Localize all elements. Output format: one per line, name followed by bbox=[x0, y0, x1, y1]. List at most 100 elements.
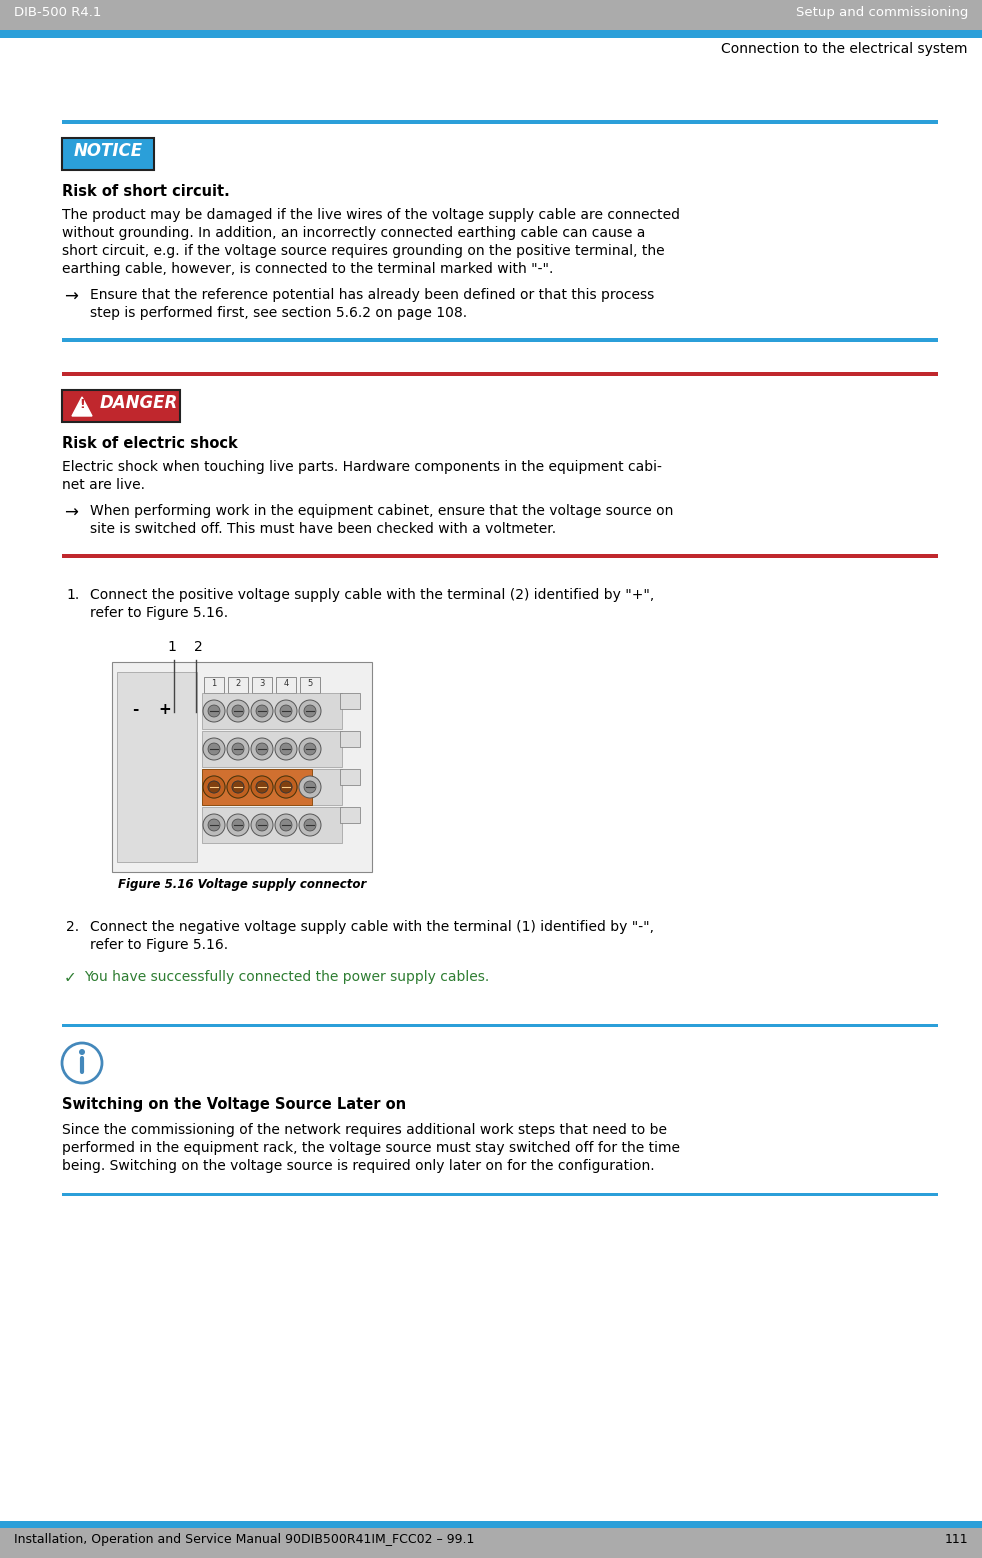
Circle shape bbox=[232, 706, 244, 717]
Bar bbox=[112, 662, 372, 872]
Circle shape bbox=[275, 776, 297, 798]
Bar bbox=[202, 770, 312, 805]
Circle shape bbox=[208, 781, 220, 793]
Bar bbox=[62, 1193, 938, 1197]
Circle shape bbox=[304, 706, 316, 717]
Circle shape bbox=[251, 700, 273, 721]
Bar bbox=[204, 678, 224, 693]
Text: Since the commissioning of the network requires additional work steps that need : Since the commissioning of the network r… bbox=[62, 1123, 667, 1137]
Bar bbox=[0, 30, 982, 37]
Text: refer to Figure 5.16.: refer to Figure 5.16. bbox=[90, 938, 228, 952]
Bar bbox=[340, 693, 360, 709]
Circle shape bbox=[227, 813, 249, 837]
Text: without grounding. In addition, an incorrectly connected earthing cable can caus: without grounding. In addition, an incor… bbox=[62, 226, 645, 240]
Text: being. Switching on the voltage source is required only later on for the configu: being. Switching on the voltage source i… bbox=[62, 1159, 655, 1173]
Text: Electric shock when touching live parts. Hardware components in the equipment ca: Electric shock when touching live parts.… bbox=[62, 460, 662, 474]
Text: Figure 5.16 Voltage supply connector: Figure 5.16 Voltage supply connector bbox=[118, 879, 366, 891]
Bar bbox=[340, 807, 360, 823]
Text: step is performed first, see section 5.6.2 on page 108.: step is performed first, see section 5.6… bbox=[90, 305, 467, 319]
Bar bbox=[228, 678, 248, 693]
Bar bbox=[202, 731, 342, 767]
Circle shape bbox=[251, 776, 273, 798]
Text: Risk of short circuit.: Risk of short circuit. bbox=[62, 184, 230, 199]
Text: Connection to the electrical system: Connection to the electrical system bbox=[722, 42, 968, 56]
Circle shape bbox=[251, 738, 273, 760]
Circle shape bbox=[256, 706, 268, 717]
Text: performed in the equipment rack, the voltage source must stay switched off for t: performed in the equipment rack, the vol… bbox=[62, 1140, 680, 1154]
Bar bbox=[62, 1024, 938, 1027]
Text: Connect the negative voltage supply cable with the terminal (1) identified by "-: Connect the negative voltage supply cabl… bbox=[90, 921, 654, 933]
Circle shape bbox=[280, 781, 292, 793]
Text: 4: 4 bbox=[284, 679, 289, 689]
Circle shape bbox=[232, 781, 244, 793]
Text: Setup and commissioning: Setup and commissioning bbox=[795, 6, 968, 19]
Circle shape bbox=[275, 776, 297, 798]
Text: You have successfully connected the power supply cables.: You have successfully connected the powe… bbox=[84, 971, 489, 985]
Circle shape bbox=[299, 813, 321, 837]
Text: →: → bbox=[64, 288, 78, 305]
Bar bbox=[340, 731, 360, 746]
Circle shape bbox=[280, 743, 292, 756]
Text: Risk of electric shock: Risk of electric shock bbox=[62, 436, 238, 450]
Text: short circuit, e.g. if the voltage source requires grounding on the positive ter: short circuit, e.g. if the voltage sourc… bbox=[62, 245, 665, 259]
Circle shape bbox=[208, 743, 220, 756]
Circle shape bbox=[256, 781, 268, 793]
Text: DANGER: DANGER bbox=[100, 394, 179, 411]
Bar bbox=[0, 1528, 982, 1558]
Circle shape bbox=[208, 706, 220, 717]
Circle shape bbox=[232, 743, 244, 756]
Text: refer to Figure 5.16.: refer to Figure 5.16. bbox=[90, 606, 228, 620]
Circle shape bbox=[275, 700, 297, 721]
Text: Switching on the Voltage Source Later on: Switching on the Voltage Source Later on bbox=[62, 1097, 407, 1112]
Circle shape bbox=[256, 820, 268, 830]
Circle shape bbox=[208, 820, 220, 830]
Bar bbox=[0, 1521, 982, 1528]
Text: 2: 2 bbox=[194, 640, 202, 654]
Bar bbox=[340, 770, 360, 785]
Circle shape bbox=[227, 738, 249, 760]
Text: 1: 1 bbox=[211, 679, 217, 689]
Circle shape bbox=[299, 738, 321, 760]
Bar bbox=[202, 807, 342, 843]
Text: The product may be damaged if the live wires of the voltage supply cable are con: The product may be damaged if the live w… bbox=[62, 209, 680, 221]
Circle shape bbox=[256, 743, 268, 756]
Bar bbox=[300, 678, 320, 693]
Text: ✓: ✓ bbox=[64, 971, 77, 985]
Circle shape bbox=[280, 706, 292, 717]
Circle shape bbox=[203, 776, 225, 798]
Text: site is switched off. This must have been checked with a voltmeter.: site is switched off. This must have bee… bbox=[90, 522, 556, 536]
Text: NOTICE: NOTICE bbox=[74, 142, 142, 160]
Text: 5: 5 bbox=[307, 679, 312, 689]
Text: 111: 111 bbox=[945, 1533, 968, 1546]
Circle shape bbox=[304, 820, 316, 830]
Circle shape bbox=[251, 776, 273, 798]
Bar bbox=[252, 678, 272, 693]
Circle shape bbox=[232, 820, 244, 830]
Circle shape bbox=[280, 781, 292, 793]
Bar bbox=[62, 338, 938, 343]
Circle shape bbox=[299, 776, 321, 798]
Circle shape bbox=[227, 776, 249, 798]
Text: Installation, Operation and Service Manual 90DIB500R41IM_FCC02 – 99.1: Installation, Operation and Service Manu… bbox=[14, 1533, 474, 1546]
Polygon shape bbox=[72, 397, 92, 416]
Circle shape bbox=[304, 781, 316, 793]
Text: DIB-500 R4.1: DIB-500 R4.1 bbox=[14, 6, 101, 19]
Text: -: - bbox=[132, 703, 138, 717]
Bar bbox=[62, 390, 180, 422]
Circle shape bbox=[299, 700, 321, 721]
Circle shape bbox=[232, 781, 244, 793]
Circle shape bbox=[227, 776, 249, 798]
Bar bbox=[202, 770, 342, 805]
Bar bbox=[0, 0, 982, 30]
Text: +: + bbox=[159, 703, 172, 717]
Text: 1.: 1. bbox=[66, 587, 80, 601]
Circle shape bbox=[203, 738, 225, 760]
Text: Connect the positive voltage supply cable with the terminal (2) identified by "+: Connect the positive voltage supply cabl… bbox=[90, 587, 654, 601]
Circle shape bbox=[227, 700, 249, 721]
Circle shape bbox=[79, 1049, 85, 1055]
Text: earthing cable, however, is connected to the terminal marked with "-".: earthing cable, however, is connected to… bbox=[62, 262, 554, 276]
Text: →: → bbox=[64, 503, 78, 522]
Bar bbox=[276, 678, 296, 693]
Circle shape bbox=[203, 776, 225, 798]
Bar bbox=[117, 671, 197, 862]
